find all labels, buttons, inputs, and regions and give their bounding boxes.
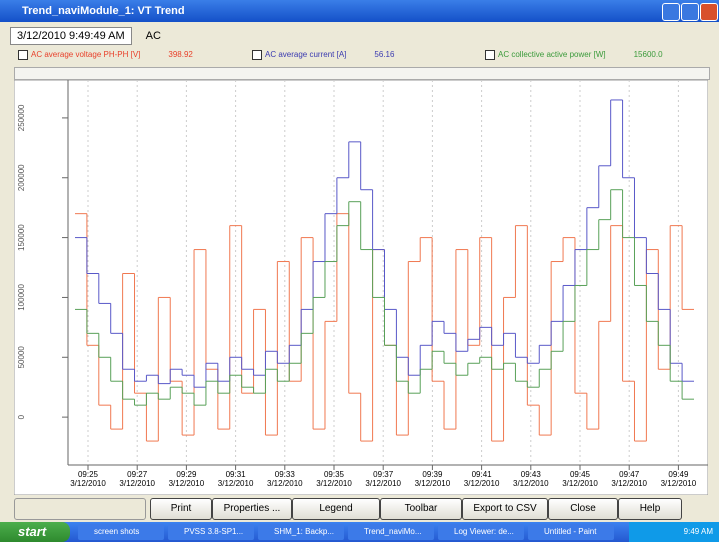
checkbox[interactable] <box>485 50 495 60</box>
legend-value: 56.16 <box>374 50 395 60</box>
maximize[interactable] <box>681 3 699 21</box>
legend-name: AC average voltage PH-PH [V] <box>31 50 141 60</box>
x-tick-time: 09:33 <box>275 470 296 479</box>
legend-value: 398.92 <box>168 50 193 60</box>
x-tick-date: 3/12/2010 <box>661 479 697 488</box>
button[interactable]: Toolbar <box>380 498 462 520</box>
x-tick-date: 3/12/2010 <box>365 479 401 488</box>
legend-item: AC average voltage PH-PH [V] 398.92 <box>18 50 193 60</box>
x-tick-time: 09:45 <box>570 470 591 479</box>
x-tick-time: 09:41 <box>472 470 493 479</box>
button[interactable]: Print <box>150 498 212 520</box>
x-tick-time: 09:29 <box>176 470 197 479</box>
x-tick-time: 09:49 <box>668 470 689 479</box>
minimize[interactable] <box>662 3 680 21</box>
x-tick-date: 3/12/2010 <box>316 479 352 488</box>
x-tick-date: 3/12/2010 <box>464 479 500 488</box>
clock: 9:49 AM <box>629 522 719 542</box>
window: Trend_naviModule_1: VT Trend 3/12/2010 9… <box>0 0 719 522</box>
x-tick-time: 09:25 <box>78 470 99 479</box>
legend-name: AC average current [A] <box>265 50 347 60</box>
header: 3/12/2010 9:49:49 AM AC <box>10 27 161 45</box>
close-window[interactable] <box>700 3 718 21</box>
datetime: 3/12/2010 9:49:49 AM <box>10 27 132 45</box>
x-tick-date: 3/12/2010 <box>513 479 549 488</box>
y-tick-label: 0 <box>17 414 26 419</box>
taskbar: start 9:49 AM screen shots PVSS 3.8-SP1..… <box>0 522 719 542</box>
task-button[interactable]: Trend_naviMo... <box>348 524 434 540</box>
window-title: Trend_naviModule_1: VT Trend <box>22 5 185 17</box>
button[interactable]: Legend <box>292 498 380 520</box>
task-button[interactable]: Untitled - Paint <box>528 524 614 540</box>
task-button[interactable]: Log Viewer: de... <box>438 524 524 540</box>
y-tick-label: 150000 <box>17 224 26 251</box>
task-button[interactable]: PVSS 3.8-SP1... <box>168 524 254 540</box>
x-tick-time: 09:35 <box>324 470 345 479</box>
button[interactable]: Help <box>618 498 682 520</box>
x-tick-time: 09:31 <box>226 470 247 479</box>
x-tick-time: 09:39 <box>422 470 443 479</box>
y-tick-label: 250000 <box>17 104 26 131</box>
task-button[interactable]: SHM_1: Backp... <box>258 524 344 540</box>
x-tick-date: 3/12/2010 <box>218 479 254 488</box>
button[interactable]: Export to CSV <box>462 498 548 520</box>
x-tick-date: 3/12/2010 <box>169 479 205 488</box>
y-tick-label: 50000 <box>17 346 26 369</box>
title-bar: Trend_naviModule_1: VT Trend <box>0 0 719 22</box>
y-tick-label: 200000 <box>17 164 26 191</box>
x-tick-time: 09:27 <box>127 470 148 479</box>
x-tick-time: 09:47 <box>619 470 640 479</box>
x-tick-date: 3/12/2010 <box>611 479 647 488</box>
task-button[interactable]: screen shots <box>78 524 164 540</box>
button[interactable]: Close <box>548 498 618 520</box>
x-tick-date: 3/12/2010 <box>119 479 155 488</box>
status-box <box>14 498 146 520</box>
checkbox[interactable] <box>18 50 28 60</box>
scrollbar[interactable] <box>14 67 710 80</box>
start-button[interactable]: start <box>0 522 70 542</box>
x-tick-date: 3/12/2010 <box>70 479 106 488</box>
legend-value: 15600.0 <box>633 50 663 60</box>
x-tick-date: 3/12/2010 <box>562 479 598 488</box>
checkbox[interactable] <box>252 50 262 60</box>
button[interactable]: Properties ... <box>212 498 292 520</box>
y-tick-label: 100000 <box>17 284 26 311</box>
legend-name: AC collective active power [W] <box>498 50 606 60</box>
x-tick-date: 3/12/2010 <box>267 479 303 488</box>
legend-item: AC collective active power [W] 15600.0 <box>485 50 663 60</box>
group: AC <box>145 30 161 42</box>
x-tick-time: 09:37 <box>373 470 394 479</box>
legend-item: AC average current [A] 56.16 <box>252 50 394 60</box>
x-tick-time: 09:43 <box>521 470 542 479</box>
x-tick-date: 3/12/2010 <box>415 479 451 488</box>
chart: 05000010000015000020000025000009:253/12/… <box>14 80 708 495</box>
